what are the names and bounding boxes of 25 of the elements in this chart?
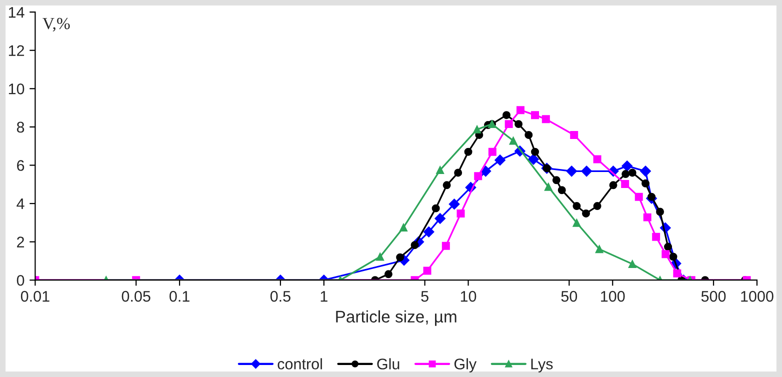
- y-tick-label: 0: [16, 274, 24, 286]
- x-tick-label: 100: [601, 290, 625, 302]
- x-axis-title: Particle size, µm: [336, 310, 456, 326]
- legend-label: Glu: [377, 358, 400, 370]
- x-tick-label: 0.5: [270, 290, 290, 302]
- y-tick-label: 14: [8, 7, 24, 18]
- x-tick-label: 1: [320, 291, 328, 302]
- y-tick-label: 2: [17, 236, 24, 248]
- x-tick-label: 0.1: [170, 290, 190, 302]
- legend-label: control: [278, 358, 322, 370]
- x-tick-label: 500: [701, 290, 726, 302]
- y-tick-label: 6: [17, 160, 24, 171]
- x-tick-label: 5: [421, 291, 428, 302]
- x-tick-label: 10: [460, 290, 476, 302]
- legend-label: Lys: [531, 358, 553, 372]
- y-axis-title: V,%: [42, 18, 70, 32]
- y-tick-label: 8: [16, 122, 24, 133]
- x-tick-label: 1000: [741, 290, 774, 302]
- y-tick-label: 4: [16, 198, 24, 210]
- y-tick-label: 10: [8, 84, 24, 94]
- x-tick-label: 50: [561, 290, 578, 302]
- x-tick-label: 0.01: [20, 290, 50, 302]
- legend-label: Gly: [454, 358, 477, 372]
- y-tick-label: 12: [8, 45, 24, 56]
- x-tick-label: 0.05: [122, 290, 150, 302]
